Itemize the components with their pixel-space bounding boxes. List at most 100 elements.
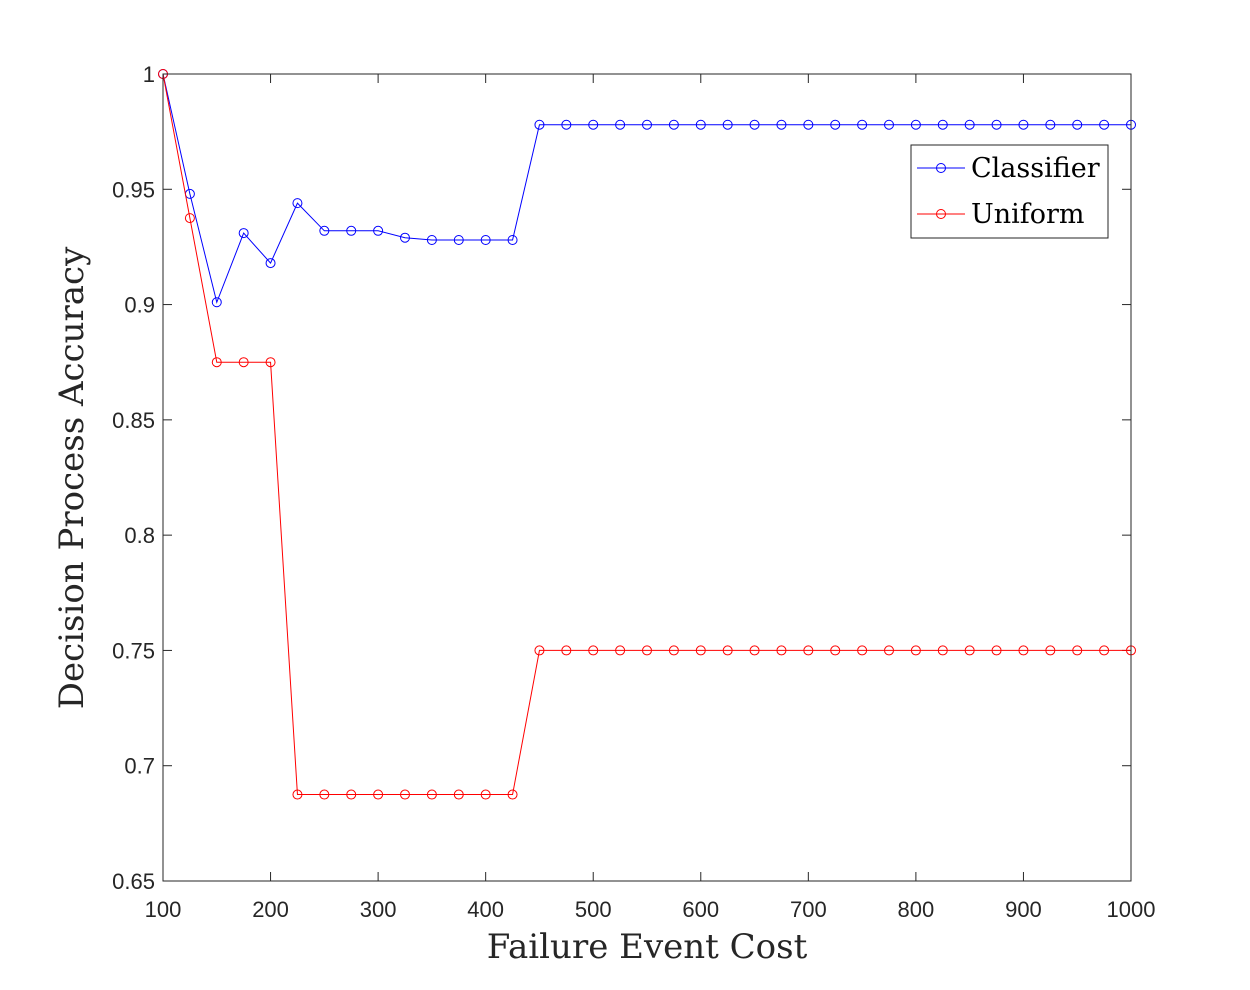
y-tick-label: 0.8 <box>124 523 155 548</box>
y-tick-label: 0.75 <box>112 638 155 663</box>
data-point <box>211 357 222 368</box>
data-point <box>749 645 760 656</box>
data-point <box>534 119 545 130</box>
data-point <box>910 119 921 130</box>
data-point <box>722 645 733 656</box>
x-tick-label: 200 <box>252 897 289 922</box>
data-point <box>480 789 491 800</box>
data-point <box>803 119 814 130</box>
data-point <box>1099 645 1110 656</box>
x-tick-label: 400 <box>467 897 504 922</box>
data-point <box>668 645 679 656</box>
y-tick-label: 0.65 <box>112 869 155 894</box>
series-line-uniform <box>162 73 1131 796</box>
data-point <box>184 213 195 224</box>
data-point <box>507 789 518 800</box>
legend-label: Classifier <box>971 153 1100 184</box>
x-tick-label: 500 <box>575 897 612 922</box>
data-point <box>426 789 437 800</box>
data-point <box>884 119 894 130</box>
data-point <box>319 225 330 236</box>
data-point <box>292 789 303 800</box>
legend-item-uniform: Uniform <box>917 199 1085 230</box>
plot-frame <box>162 73 1132 882</box>
data-point <box>884 645 894 656</box>
data-point <box>1018 119 1029 130</box>
data-point <box>319 789 330 800</box>
data-point <box>776 119 787 130</box>
data-point <box>238 357 249 368</box>
data-point <box>830 645 841 656</box>
data-point <box>400 232 410 243</box>
data-point <box>642 119 652 130</box>
x-tick-label: 300 <box>360 897 397 922</box>
data-point <box>857 645 868 656</box>
x-axis-title: Failure Event Cost <box>487 927 808 967</box>
data-point <box>265 357 276 368</box>
data-point <box>480 235 491 246</box>
data-point <box>695 645 706 656</box>
data-point <box>964 645 975 656</box>
data-point <box>453 789 464 800</box>
data-point <box>937 645 948 656</box>
y-tick-label: 0.9 <box>124 293 155 318</box>
data-point <box>722 119 733 130</box>
y-axis-title: Decision Process Accuracy <box>52 246 92 709</box>
data-point <box>857 119 868 130</box>
axis-ticks: 100 200 300 400 500 600 700 800 900 1000 0.65 0.7 0.… <box>112 62 1155 922</box>
legend-box <box>910 144 1109 239</box>
data-point <box>668 119 679 130</box>
legend-marker <box>936 209 946 219</box>
data-point <box>561 645 572 656</box>
data-point <box>776 645 787 656</box>
series-classifier <box>158 69 1136 308</box>
data-point <box>534 645 545 656</box>
data-point <box>400 789 410 800</box>
data-point <box>695 119 706 130</box>
data-point <box>292 198 303 209</box>
data-point <box>615 645 626 656</box>
y-tick-label: 1 <box>143 62 155 87</box>
data-point <box>211 297 222 308</box>
x-tick-label: 100 <box>145 897 182 922</box>
data-point <box>588 119 599 130</box>
data-point <box>238 228 249 239</box>
x-tick-label: 700 <box>790 897 827 922</box>
data-point <box>588 645 599 656</box>
x-tick-label: 900 <box>1005 897 1042 922</box>
x-tick-label: 800 <box>898 897 935 922</box>
data-point <box>453 235 464 246</box>
data-point <box>642 645 652 656</box>
data-point <box>1072 119 1083 130</box>
x-tick-label: 600 <box>682 897 719 922</box>
data-point <box>1072 645 1083 656</box>
y-tick-label: 0.95 <box>112 177 155 202</box>
legend-marker <box>936 163 946 173</box>
legend-label: Uniform <box>971 199 1085 230</box>
data-point <box>830 119 841 130</box>
data-point <box>373 789 384 800</box>
data-point <box>1018 645 1029 656</box>
data-point <box>1099 119 1110 130</box>
legend: Classifier Uniform <box>910 144 1109 239</box>
x-tick-label: 1000 <box>1107 897 1156 922</box>
data-point <box>749 119 760 130</box>
data-point <box>964 119 975 130</box>
data-point <box>265 258 276 269</box>
series-line-classifier <box>162 73 1131 304</box>
data-point <box>346 789 357 800</box>
y-tick-label: 0.7 <box>124 754 155 779</box>
data-point <box>991 119 1002 130</box>
data-point <box>373 225 384 236</box>
data-point <box>1045 645 1056 656</box>
legend-item-classifier: Classifier <box>917 153 1100 184</box>
data-point <box>803 645 814 656</box>
data-point <box>991 645 1002 656</box>
data-point <box>561 119 572 130</box>
data-point <box>426 235 437 246</box>
data-point <box>507 235 518 246</box>
data-point <box>937 119 948 130</box>
data-point <box>1045 119 1056 130</box>
data-point <box>615 119 626 130</box>
